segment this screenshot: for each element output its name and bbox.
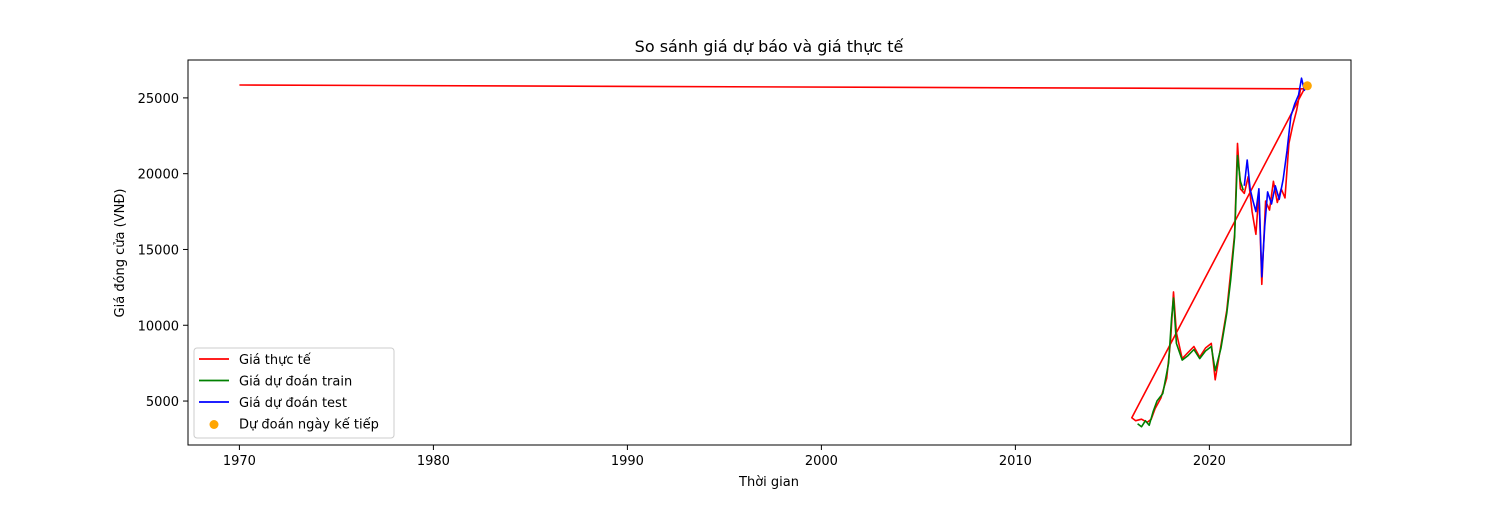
- y-tick-label: 15000: [138, 243, 179, 258]
- series-1-line: [1137, 154, 1245, 428]
- x-axis: 1970 1980 1990 2000 2010 2020: [223, 445, 1226, 469]
- x-tick-label: 1980: [417, 454, 450, 469]
- x-tick-label: 1970: [223, 454, 256, 469]
- legend-marker: [209, 420, 219, 429]
- x-tick-label: 2020: [1193, 454, 1226, 469]
- x-tick-label: 1990: [611, 454, 644, 469]
- y-axis: 5000 10000 15000 20000 25000: [138, 92, 188, 410]
- y-tick-label: 25000: [138, 92, 179, 107]
- legend-label: Giá thực tế: [239, 353, 311, 368]
- legend-label: Giá dự đoán test: [239, 396, 347, 411]
- legend-box: [193, 347, 395, 439]
- series-3-point: [1302, 81, 1312, 91]
- x-axis-label: Thời gian: [738, 475, 799, 490]
- x-tick-label: 2000: [805, 454, 838, 469]
- legend: Giá thực tế Giá dự đoán train Giá dự đoán …: [193, 347, 395, 439]
- x-tick-label: 2010: [999, 454, 1032, 469]
- y-tick-label: 10000: [138, 319, 179, 334]
- legend-label: Dự đoán ngày kế tiếp: [239, 418, 379, 433]
- y-tick-label: 5000: [146, 395, 179, 410]
- y-tick-label: 20000: [138, 168, 179, 183]
- y-axis-label: Giá đóng cửa (VNĐ): [113, 189, 128, 318]
- chart-title: So sánh giá dự báo và giá thực tế: [635, 37, 904, 56]
- series-layer: [239, 77, 1312, 428]
- legend-label: Giá dự đoán train: [239, 375, 352, 390]
- series-group: [239, 77, 1312, 428]
- series-2-line: [1243, 77, 1308, 278]
